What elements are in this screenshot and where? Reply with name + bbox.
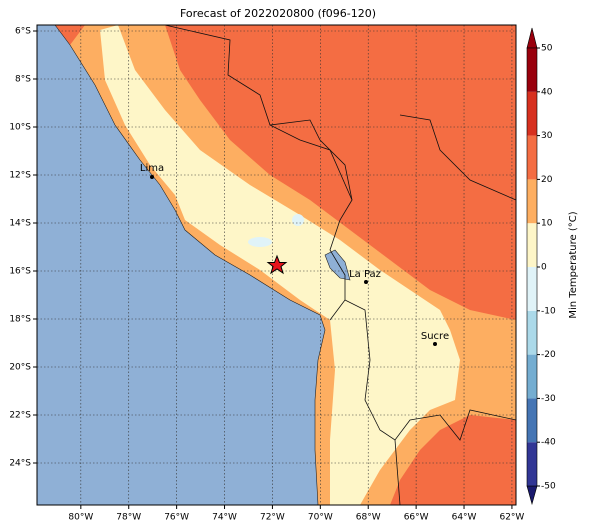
- colorbar-band: [527, 442, 537, 486]
- map-frame: [36, 24, 517, 506]
- x-tick-label: 64°W: [452, 513, 477, 523]
- colorbar-extend: [526, 27, 538, 49]
- ocean: [36, 24, 326, 506]
- colorbar-band: [527, 91, 537, 136]
- colorbar-tick-label: 0: [541, 263, 547, 273]
- city-dot: [433, 342, 437, 346]
- city-label: Sucre: [421, 331, 449, 342]
- border: [269, 124, 353, 201]
- colorbar: [526, 27, 540, 506]
- colorbar-tick-label: -40: [541, 438, 556, 448]
- y-tick-label: 8°S: [15, 75, 31, 85]
- title: Forecast of 2022020800 (f096-120): [180, 7, 376, 20]
- colorbar-band: [527, 398, 537, 443]
- border: [399, 114, 517, 201]
- city-label: Lima: [140, 163, 164, 174]
- y-tick-label: 18°S: [9, 315, 31, 325]
- colorbar-tick-label: 50: [541, 44, 553, 54]
- x-tick-label: 70°W: [308, 513, 333, 523]
- city-dot: [150, 175, 154, 179]
- colorbar-band: [527, 223, 537, 267]
- x-tick-label: 68°W: [356, 513, 381, 523]
- x-tick-label: 76°W: [164, 513, 189, 523]
- y-tick-label: 14°S: [9, 219, 31, 229]
- colorbar-tick-label: -30: [541, 394, 556, 404]
- x-tick-label: 66°W: [404, 513, 429, 523]
- x-tick-label: 72°W: [260, 513, 285, 523]
- colorbar-band: [527, 267, 537, 311]
- colorbar-tick-label: -10: [541, 306, 556, 316]
- colorbar-band: [527, 310, 537, 355]
- y-tick-label: 10°S: [9, 123, 31, 133]
- y-tick-label: 20°S: [9, 363, 31, 373]
- map: Lima La Paz Sucre: [36, 24, 517, 506]
- y-tick-label: 22°S: [9, 411, 31, 421]
- colorbar-label: Min Temperature (°C): [568, 211, 579, 318]
- city-dot: [364, 280, 368, 284]
- colorbar-band: [527, 354, 537, 399]
- region-cold: [292, 214, 304, 226]
- colorbar-band: [527, 135, 537, 180]
- x-tick-label: 74°W: [212, 513, 237, 523]
- colorbar-tick-label: -50: [541, 482, 556, 492]
- colorbar-band: [527, 179, 537, 224]
- y-tick-label: 6°S: [15, 27, 31, 37]
- x-tick-label: 78°W: [116, 513, 141, 523]
- colorbar-extend: [526, 485, 538, 506]
- colorbar-tick-label: 10: [541, 219, 553, 229]
- star-marker: [266, 254, 288, 275]
- border: [394, 439, 401, 506]
- colorbar-tick-label: -20: [541, 350, 556, 360]
- y-tick-label: 16°S: [9, 267, 31, 277]
- graticule: [37, 25, 516, 505]
- y-tick-label: 12°S: [9, 171, 31, 181]
- x-tick-label: 62°W: [499, 513, 524, 523]
- colorbar-band: [527, 48, 537, 92]
- x-tick-label: 80°W: [68, 513, 93, 523]
- y-tick-label: 24°S: [9, 459, 31, 469]
- colorbar-tick-label: 40: [541, 87, 553, 97]
- region-cold: [248, 237, 272, 247]
- city-label: La Paz: [349, 269, 381, 280]
- colorbar-tick-label: 30: [541, 131, 553, 141]
- colorbar-tick-label: 20: [541, 175, 553, 185]
